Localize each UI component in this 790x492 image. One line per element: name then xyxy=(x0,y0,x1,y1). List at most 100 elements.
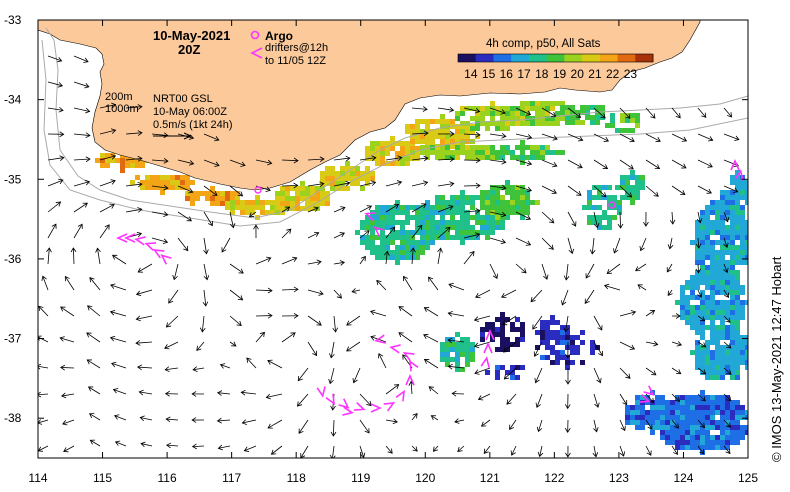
sst-pixel xyxy=(440,195,445,200)
sst-pixel xyxy=(490,155,495,160)
sst-pixel xyxy=(365,225,370,230)
sst-pixel xyxy=(510,322,515,327)
sst-pixel xyxy=(685,430,690,435)
sst-pixel xyxy=(725,235,730,240)
sst-pixel xyxy=(740,235,745,240)
sst-pixel xyxy=(735,180,740,185)
sst-pixel xyxy=(485,327,490,332)
sst-pixel xyxy=(700,305,705,310)
colorbar-tick-label: 15 xyxy=(482,67,496,81)
sst-pixel xyxy=(745,220,748,225)
colorbar-tick-label: 22 xyxy=(606,67,620,81)
current-arrow xyxy=(136,289,153,295)
sst-pixel xyxy=(675,430,680,435)
sst-pixel xyxy=(385,220,390,225)
sst-pixel xyxy=(710,225,715,230)
sst-pixel xyxy=(445,235,450,240)
current-arrow-head xyxy=(298,428,304,434)
sst-pixel xyxy=(455,342,460,347)
current-arrow xyxy=(47,55,62,62)
x-tick-label: 123 xyxy=(609,471,629,485)
current-arrow xyxy=(489,159,506,163)
current-arrow xyxy=(593,185,607,198)
sst-pixel xyxy=(455,210,460,215)
current-arrow-head xyxy=(111,254,118,260)
current-arrow xyxy=(359,157,376,161)
current-arrow xyxy=(593,133,609,142)
sst-pixel xyxy=(730,230,735,235)
current-arrow-head xyxy=(297,401,303,407)
sst-pixel xyxy=(455,139,460,144)
sst-pixel xyxy=(730,195,735,200)
sst-pixel xyxy=(565,335,570,340)
current-arrow-head xyxy=(192,366,198,372)
current-arrow-head xyxy=(113,414,120,420)
sst-pixel xyxy=(400,220,405,225)
sst-pixel xyxy=(745,360,748,365)
current-arrow xyxy=(424,307,439,317)
sst-pixel xyxy=(635,123,640,128)
sst-pixel xyxy=(625,175,630,180)
sst-pixel xyxy=(725,215,730,220)
current-arrow xyxy=(346,315,361,326)
sst-pixel xyxy=(525,145,530,150)
sst-pixel xyxy=(640,180,645,185)
current-arrow-head xyxy=(564,404,571,410)
sst-pixel xyxy=(225,201,230,206)
current-arrow xyxy=(398,332,413,343)
current-arrow xyxy=(593,159,608,169)
current-arrow xyxy=(437,248,442,265)
current-arrow-head xyxy=(565,379,571,385)
current-arrow xyxy=(593,393,599,408)
current-arrow xyxy=(281,257,297,265)
sst-pixel xyxy=(235,196,240,201)
sst-pixel xyxy=(720,210,725,215)
current-arrow-head xyxy=(219,363,226,369)
current-arrow-head xyxy=(346,320,352,326)
current-arrow-head xyxy=(164,366,170,373)
current-arrow xyxy=(567,185,582,196)
sst-pixel xyxy=(510,106,515,111)
current-arrow-head xyxy=(352,377,358,384)
sst-pixel xyxy=(330,171,335,176)
sst-pixel xyxy=(630,185,635,190)
drifter-chevron xyxy=(325,393,335,406)
sst-pixel xyxy=(220,196,225,201)
sst-pixel xyxy=(730,415,735,420)
sst-pixel xyxy=(305,186,310,191)
sst-pixel xyxy=(370,235,375,240)
sst-pixel xyxy=(460,150,465,155)
sst-pixel xyxy=(565,345,570,350)
sst-pixel xyxy=(365,245,370,250)
sst-pixel xyxy=(730,360,735,365)
sst-pixel xyxy=(625,405,630,410)
sst-pixel xyxy=(515,185,520,190)
sst-pixel xyxy=(740,205,745,210)
colorbar-tick-label: 16 xyxy=(500,67,514,81)
current-arrow xyxy=(307,158,324,161)
current-arrow-head xyxy=(521,268,527,274)
sst-pixel xyxy=(340,176,345,181)
sst-pixel xyxy=(735,425,740,430)
sst-pixel xyxy=(480,225,485,230)
sst-pixel xyxy=(465,200,470,205)
sst-pixel xyxy=(597,195,602,200)
sst-pixel xyxy=(110,153,115,158)
sst-pixel xyxy=(195,196,200,201)
current-arrow xyxy=(281,332,296,343)
sst-pixel xyxy=(745,255,748,260)
sst-pixel xyxy=(525,106,530,111)
sst-pixel xyxy=(485,215,490,220)
sst-pixel xyxy=(450,155,455,160)
current-arrow xyxy=(151,159,168,162)
sst-pixel xyxy=(145,185,150,190)
current-arrow xyxy=(217,419,231,422)
current-arrow-head xyxy=(238,268,244,274)
sst-pixel xyxy=(675,405,680,410)
sst-pixel xyxy=(735,290,740,295)
current-arrow xyxy=(457,445,465,452)
current-arrow-head xyxy=(653,340,659,347)
sst-pixel xyxy=(640,175,645,180)
sst-pixel xyxy=(470,342,475,347)
sst-pixel xyxy=(695,400,700,405)
